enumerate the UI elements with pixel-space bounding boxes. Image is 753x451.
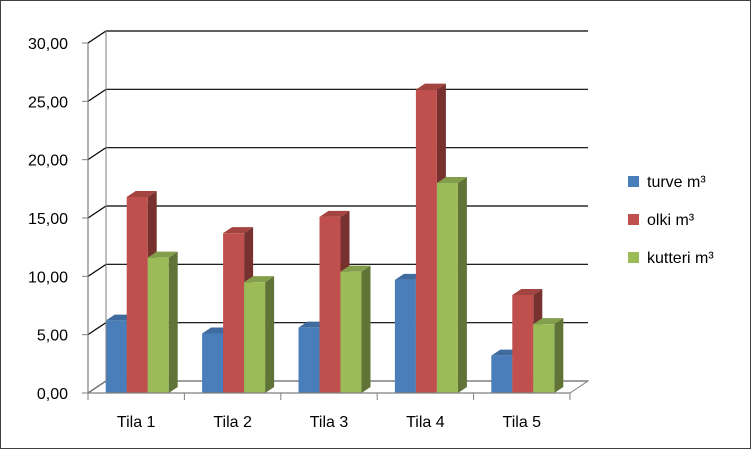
bar-front [298,327,320,393]
gridline-side [87,88,107,102]
bar-front [223,233,245,393]
bar-front [105,320,127,393]
bar-top [126,191,157,197]
legend: turve m³ olki m³ kutteri m³ [628,174,714,267]
y-tick-label: 15,00 [28,211,68,228]
gridline-side [87,322,107,336]
bar-side [265,276,275,393]
bar-side [554,318,564,393]
y-tick-labels: 0,00 5,00 10,00 15,00 20,00 25,00 30,00 [28,36,68,403]
y-tick-label: 25,00 [28,94,68,111]
gridline-side [87,205,107,219]
y-tick-label: 20,00 [28,153,68,170]
bar-front [512,295,534,393]
bar [147,251,178,393]
bar-front [394,279,416,393]
legend-swatch [628,176,639,187]
bar [533,318,564,393]
x-tick-label: Tila 1 [117,414,156,431]
bar-front [147,257,169,393]
x-tick-label: Tila 3 [310,414,349,431]
bar-front [319,216,341,393]
bar [340,265,371,393]
y-tick-label: 0,00 [37,386,68,403]
bar-front [340,271,362,393]
gridline-side [87,30,107,44]
bar-front [415,89,437,394]
x-tick-label: Tila 2 [213,414,252,431]
bars [105,83,564,394]
y-tick-label: 10,00 [28,269,68,286]
bar-top [244,276,275,283]
legend-swatch [628,252,639,263]
bar-front [244,282,266,393]
y-tick-label: 5,00 [37,328,68,345]
bar-top [147,251,178,258]
bar-top [415,83,446,90]
legend-label: olki m³ [647,212,695,229]
gridline-side [87,263,107,277]
y-tick-label: 30,00 [28,36,68,53]
legend-label: kutteri m³ [647,250,714,267]
bar-front [491,355,513,393]
bar-top [319,210,350,217]
bar-side [457,177,467,393]
axes [82,31,571,400]
bar-side [168,251,178,393]
bar-front [533,324,555,393]
legend-label: turve m³ [647,174,706,191]
bar-front [202,333,224,393]
bar-front [436,183,458,393]
legend-swatch [628,214,639,225]
x-tick-label: Tila 5 [503,414,542,431]
bar-side [361,265,371,393]
x-tick-labels: Tila 1 Tila 2 Tila 3 Tila 4 Tila 5 [117,414,541,431]
gridline-side [87,147,107,161]
bar-top [223,227,254,234]
bar-top [436,177,467,183]
x-tick-label: Tila 4 [406,414,445,431]
bar-front [126,197,148,393]
bar [436,177,467,393]
bar-top [512,289,543,295]
bar-top [340,265,371,272]
bar [244,276,275,393]
bar-top [533,318,564,325]
